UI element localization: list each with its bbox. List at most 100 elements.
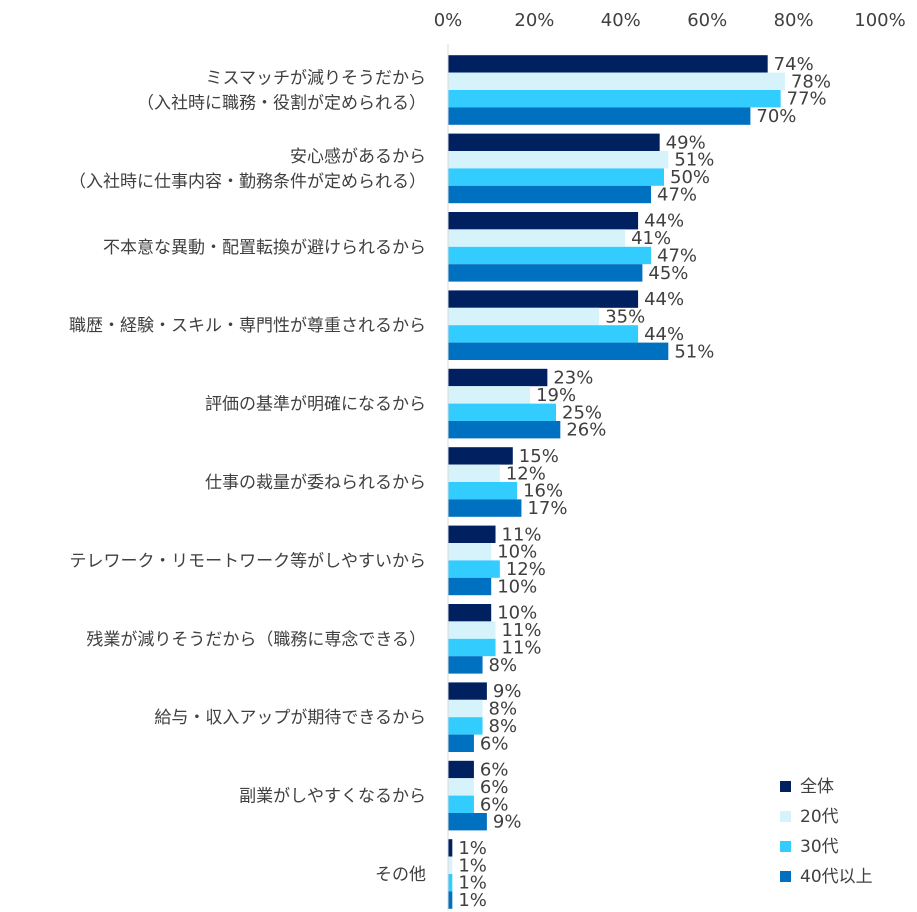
legend-swatch-20代	[780, 811, 791, 822]
category-label: 残業が減りそうだから（職務に専念できる）	[86, 629, 426, 650]
bar-40代以上	[448, 734, 474, 752]
bar-30代	[448, 482, 518, 500]
data-label: 44%	[644, 289, 684, 310]
data-label: 15%	[519, 446, 559, 467]
data-label: 51%	[674, 341, 714, 362]
legend-swatch-全体	[780, 781, 791, 792]
data-label: 45%	[648, 263, 688, 284]
data-label: 6%	[480, 777, 509, 798]
data-label: 10%	[497, 603, 537, 624]
bar-40代以上	[448, 813, 487, 831]
bar-20代	[448, 307, 600, 326]
bar-40代以上	[448, 107, 751, 125]
data-label: 47%	[657, 246, 697, 267]
data-label: 17%	[527, 498, 567, 519]
data-label: 74%	[774, 54, 814, 75]
data-label: 49%	[666, 132, 706, 153]
bar-40代以上	[448, 577, 492, 596]
bar-20代	[448, 464, 500, 482]
data-label: 9%	[493, 681, 522, 702]
x-tick-label: 100%	[854, 10, 905, 31]
bar-40代以上	[448, 264, 643, 282]
bar-30代	[448, 403, 556, 421]
category-label: 仕事の裁量が委ねられるから	[205, 473, 426, 493]
data-label: 51%	[674, 150, 714, 171]
category-label: 給与・収入アップが期待できるから	[154, 708, 426, 728]
data-label: 16%	[523, 481, 563, 502]
category-label: テレワーク・リモートワーク等がしやすいから	[70, 551, 427, 571]
bar-20代	[448, 229, 626, 247]
data-label: 11%	[502, 620, 542, 641]
category-label: 職歴・経験・スキル・専門性が尊重されるから	[69, 316, 426, 336]
data-label: 44%	[644, 211, 684, 232]
bar-全体	[448, 55, 768, 73]
data-label: 77%	[787, 89, 827, 110]
x-tick-label: 80%	[774, 10, 814, 31]
bar-30代	[448, 874, 453, 892]
data-label: 9%	[493, 812, 522, 833]
category-label: （入社時に職務・役割が定められる）	[137, 94, 426, 114]
data-label: 25%	[562, 402, 602, 423]
category-label: 評価の基準が明確になるから	[205, 395, 426, 415]
data-label: 35%	[605, 307, 645, 328]
bar-40代以上	[448, 656, 483, 674]
legend-swatch-40代以上	[780, 871, 791, 882]
bar-40代以上	[448, 185, 652, 204]
x-tick-label: 40%	[601, 10, 641, 31]
data-label: 41%	[631, 228, 671, 249]
bar-20代	[448, 543, 492, 561]
data-label: 1%	[458, 890, 487, 911]
bar-全体	[448, 839, 453, 857]
bar-30代	[448, 795, 474, 813]
data-label: 78%	[791, 71, 831, 92]
bar-全体	[448, 133, 660, 151]
data-label: 11%	[502, 524, 542, 545]
data-label: 44%	[644, 324, 684, 345]
bar-全体	[448, 760, 474, 779]
legend-label: 全体	[800, 777, 834, 797]
x-tick-label: 60%	[687, 10, 727, 31]
bar-全体	[448, 525, 496, 543]
data-label: 8%	[489, 655, 518, 676]
data-label: 1%	[458, 873, 487, 894]
bar-30代	[448, 560, 500, 578]
category-label: ミスマッチが減りそうだから	[206, 69, 427, 89]
data-label: 12%	[506, 559, 546, 580]
bar-全体	[448, 447, 513, 465]
bar-40代以上	[448, 891, 453, 909]
category-label: 副業がしやすくなるから	[239, 787, 426, 807]
data-label: 50%	[670, 167, 710, 188]
bar-40代以上	[448, 342, 669, 360]
data-label: 12%	[506, 463, 546, 484]
bar-30代	[448, 717, 483, 735]
legend-label: 40代以上	[800, 867, 873, 887]
category-label: その他	[375, 865, 426, 885]
legend-label: 30代	[800, 837, 839, 857]
x-tick-label: 20%	[514, 10, 554, 31]
category-label: （入社時に仕事内容・勤務条件が定められる）	[69, 172, 426, 192]
legend-swatch-30代	[780, 841, 791, 852]
category-label: 不本意な異動・配置転換が避けられるから	[103, 238, 426, 258]
bar-全体	[448, 682, 487, 700]
bar-20代	[448, 621, 496, 639]
bar-30代	[448, 90, 781, 108]
data-label: 23%	[553, 368, 593, 389]
data-label: 6%	[480, 794, 509, 815]
bar-30代	[448, 246, 652, 265]
bar-40代以上	[448, 421, 561, 439]
bar-30代	[448, 325, 639, 343]
bar-全体	[448, 212, 639, 230]
data-label: 8%	[489, 699, 518, 720]
bar-全体	[448, 368, 548, 387]
data-label: 70%	[756, 106, 796, 127]
bar-30代	[448, 168, 664, 186]
bar-20代	[448, 699, 483, 718]
bar-20代	[448, 778, 474, 796]
bar-20代	[448, 72, 785, 90]
data-label: 8%	[489, 716, 518, 737]
data-label: 47%	[657, 185, 697, 206]
data-label: 1%	[458, 838, 487, 859]
x-tick-label: 0%	[434, 10, 463, 31]
bar-20代	[448, 386, 531, 404]
bar-30代	[448, 638, 496, 657]
